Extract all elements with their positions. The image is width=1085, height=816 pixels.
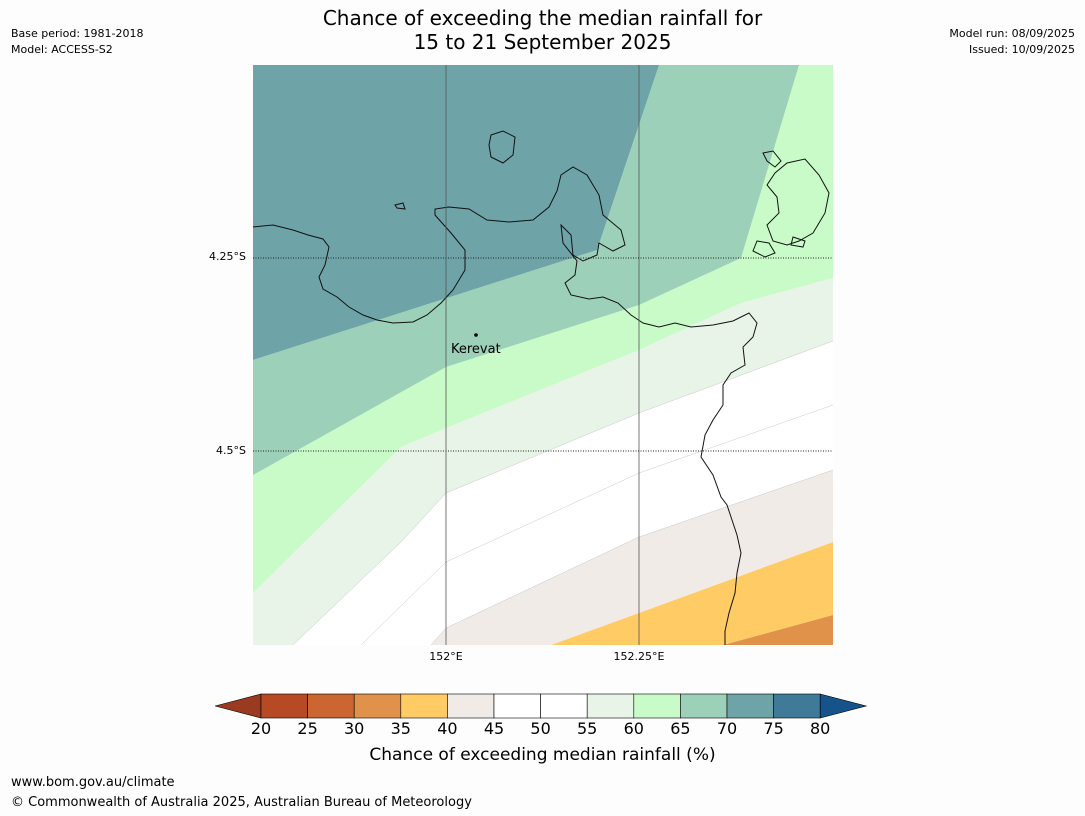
band-65-70 [253, 65, 799, 475]
colorbar-extend-high [819, 693, 868, 719]
colorbar-segment [493, 693, 541, 719]
colorbar-tick-label: 70 [716, 719, 738, 738]
colorbar-segment [353, 693, 402, 719]
colorbar-segment [726, 693, 774, 719]
colorbar-title: Chance of exceeding median rainfall (%) [369, 745, 716, 765]
lon-label-152-25: 152.25°E [613, 650, 665, 663]
map-title: Chance of exceeding the median rainfall … [0, 6, 1085, 54]
coastline [253, 166, 758, 645]
colorbar-segment [260, 693, 308, 719]
colorbar-tick-label: 45 [483, 719, 505, 738]
base-period: Base period: 1981-2018 [11, 27, 144, 40]
island-north [488, 130, 516, 164]
colorbar-segment [400, 693, 448, 719]
colorbar-tick-label: 80 [810, 719, 831, 738]
colorbar-tick-label: 50 [530, 719, 551, 738]
model-info: Base period: 1981-2018 Model: ACCESS-S2 [11, 26, 143, 58]
colorbar-tick-label: 40 [437, 719, 458, 738]
colorbar-segment [447, 693, 495, 719]
colorbar-segment [586, 693, 635, 719]
band-70-75 [253, 65, 659, 360]
colorbar-segment [540, 693, 588, 719]
colorbar-segment [773, 693, 821, 719]
place-label-kerevat: Kerevat [451, 342, 501, 357]
band-55-60 [253, 278, 833, 645]
colorbar-tick-label: 55 [577, 719, 598, 738]
colorbar-tick-label: 30 [344, 719, 365, 738]
colorbar [213, 692, 870, 720]
issued-date: Issued: 10/09/2025 [968, 43, 1075, 56]
model-run-date: Model run: 08/09/2025 [949, 27, 1075, 40]
map-panel[interactable] [253, 65, 833, 645]
colorbar-segment [307, 693, 355, 719]
island-small [394, 202, 406, 210]
colorbar-segment [633, 693, 681, 719]
islands-east [752, 150, 830, 258]
colorbar-extend-low [213, 693, 262, 719]
band-40-45 [431, 470, 833, 645]
colorbar-tick-label: 35 [390, 719, 411, 738]
lat-label-4-25: 4.25°S [209, 250, 246, 263]
run-info: Model run: 08/09/2025 Issued: 10/09/2025 [949, 26, 1075, 58]
footer-url: www.bom.gov.au/climate [11, 775, 175, 790]
title-line-2: 15 to 21 September 2025 [413, 30, 672, 54]
model-name: Model: ACCESS-S2 [11, 43, 113, 56]
lon-label-152: 152°E [429, 650, 463, 663]
colorbar-tick-label: 65 [670, 719, 691, 738]
colorbar-tick-label: 75 [763, 719, 784, 738]
colorbar-segment [680, 693, 728, 719]
title-line-1: Chance of exceeding the median rainfall … [322, 6, 763, 30]
lat-label-4-5: 4.5°S [216, 444, 246, 457]
colorbar-tick-label: 20 [250, 719, 272, 738]
footer-copyright: © Commonwealth of Australia 2025, Austra… [11, 795, 472, 810]
colorbar-svg [213, 693, 868, 719]
colorbar-tick-label: 25 [297, 719, 318, 738]
kerevat-marker [474, 333, 478, 337]
map-canvas[interactable] [253, 65, 833, 645]
colorbar-tick-label: 60 [623, 719, 644, 738]
